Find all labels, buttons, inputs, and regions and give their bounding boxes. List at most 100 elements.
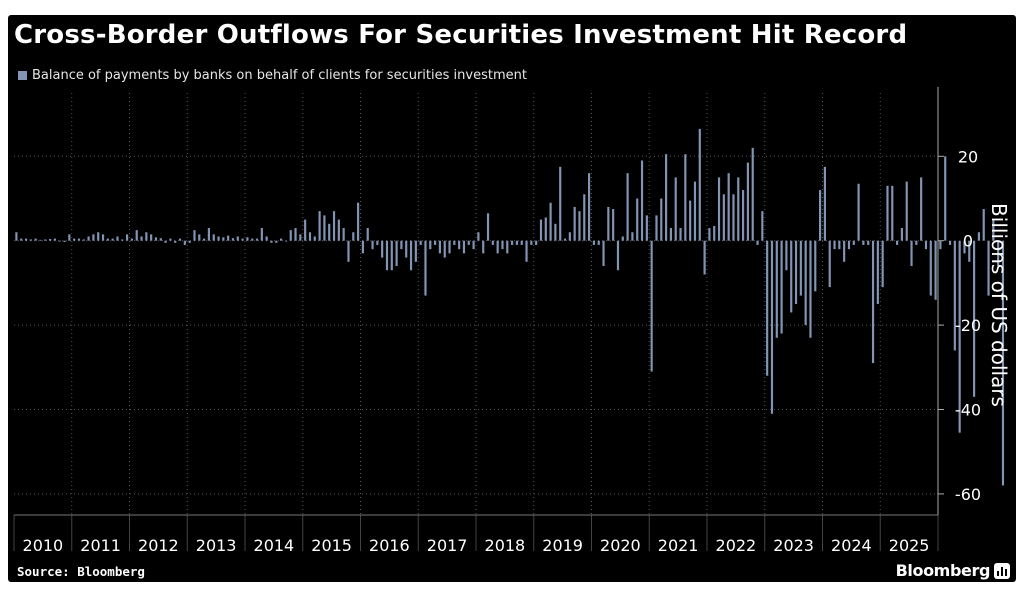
brand-name: Bloomberg (895, 561, 991, 580)
bar (135, 230, 138, 241)
bar (799, 240, 802, 296)
bar (53, 238, 56, 241)
bar (669, 228, 672, 241)
bar (174, 240, 177, 243)
bar (130, 238, 133, 241)
bar (121, 239, 124, 241)
bar (217, 236, 220, 241)
bar (92, 234, 95, 241)
bar (106, 238, 109, 241)
bar (87, 236, 90, 241)
legend: Balance of payments by banks on behalf o… (18, 68, 527, 83)
x-tick-label: 2025 (889, 536, 930, 555)
bar (1001, 240, 1005, 486)
x-tick-label: 2013 (196, 536, 237, 555)
bar (29, 239, 32, 241)
bar (544, 217, 547, 241)
bar (770, 240, 774, 414)
bar (501, 240, 504, 250)
bar (126, 234, 129, 241)
bar (732, 194, 735, 241)
bar (597, 240, 600, 245)
bar (900, 228, 903, 241)
bar (968, 240, 971, 262)
bar (814, 240, 817, 292)
bar (987, 240, 990, 296)
x-tick-label: 2019 (542, 536, 583, 555)
bar (953, 240, 956, 351)
bar (68, 234, 71, 241)
bar (655, 215, 658, 241)
bar (785, 240, 788, 271)
bar (453, 240, 456, 245)
x-tick-label: 2022 (716, 536, 757, 555)
bar (227, 235, 230, 241)
bar (97, 232, 100, 241)
bar (722, 194, 725, 241)
bar (997, 240, 1000, 267)
bar (520, 240, 523, 245)
bar (231, 238, 235, 241)
bar (140, 236, 143, 241)
bar (698, 128, 701, 241)
bar (852, 240, 855, 245)
bar (241, 238, 244, 241)
bar (409, 240, 413, 271)
bar (645, 215, 648, 241)
bar (674, 177, 677, 241)
bar (260, 228, 263, 241)
bar (876, 240, 879, 304)
bar (944, 156, 947, 241)
bar (414, 240, 417, 262)
bar (511, 240, 514, 245)
bar (49, 239, 52, 241)
bar (977, 232, 980, 241)
bar (73, 238, 76, 241)
bar (631, 232, 634, 241)
bar (203, 238, 206, 241)
bar (34, 238, 37, 241)
bar (44, 239, 47, 241)
bar (948, 240, 952, 245)
bar (491, 240, 494, 245)
bar (665, 154, 668, 241)
bar (819, 190, 822, 241)
x-tick-label: 2015 (311, 536, 352, 555)
bar (684, 154, 687, 241)
x-tick-label: 2014 (254, 536, 295, 555)
axis-layer: 20 0 -20 -40 -60 2010 2011 2012 2013 2014 2015 2016… (13, 87, 981, 555)
bar (809, 240, 812, 338)
bar (58, 240, 61, 242)
bar (713, 225, 716, 241)
bar (920, 177, 923, 241)
x-tick-label: 2024 (831, 536, 872, 555)
bar (636, 198, 639, 241)
bar (973, 240, 976, 397)
bar (862, 240, 865, 245)
bar (958, 240, 961, 433)
bar (867, 240, 870, 245)
bar (169, 238, 172, 241)
bar (20, 238, 23, 241)
bar (746, 162, 749, 241)
bar (284, 240, 287, 242)
y-tick-label: -60 (955, 485, 981, 504)
bar (251, 238, 254, 241)
source-note: Source: Bloomberg (17, 564, 145, 579)
bar (727, 173, 730, 241)
bar (150, 234, 153, 241)
bar (929, 240, 932, 296)
bar (515, 240, 518, 245)
y-tick-label: -40 (955, 401, 981, 420)
bar (766, 240, 769, 376)
bar (82, 239, 85, 241)
bar (289, 230, 292, 241)
bar (458, 240, 461, 250)
bar (703, 240, 706, 275)
chart-frame: Cross-Border Outflows For Securities Inv… (8, 15, 1016, 582)
bar (963, 240, 966, 254)
bar (924, 240, 928, 250)
bar (535, 240, 538, 245)
bar (438, 240, 441, 254)
bar (255, 238, 259, 241)
